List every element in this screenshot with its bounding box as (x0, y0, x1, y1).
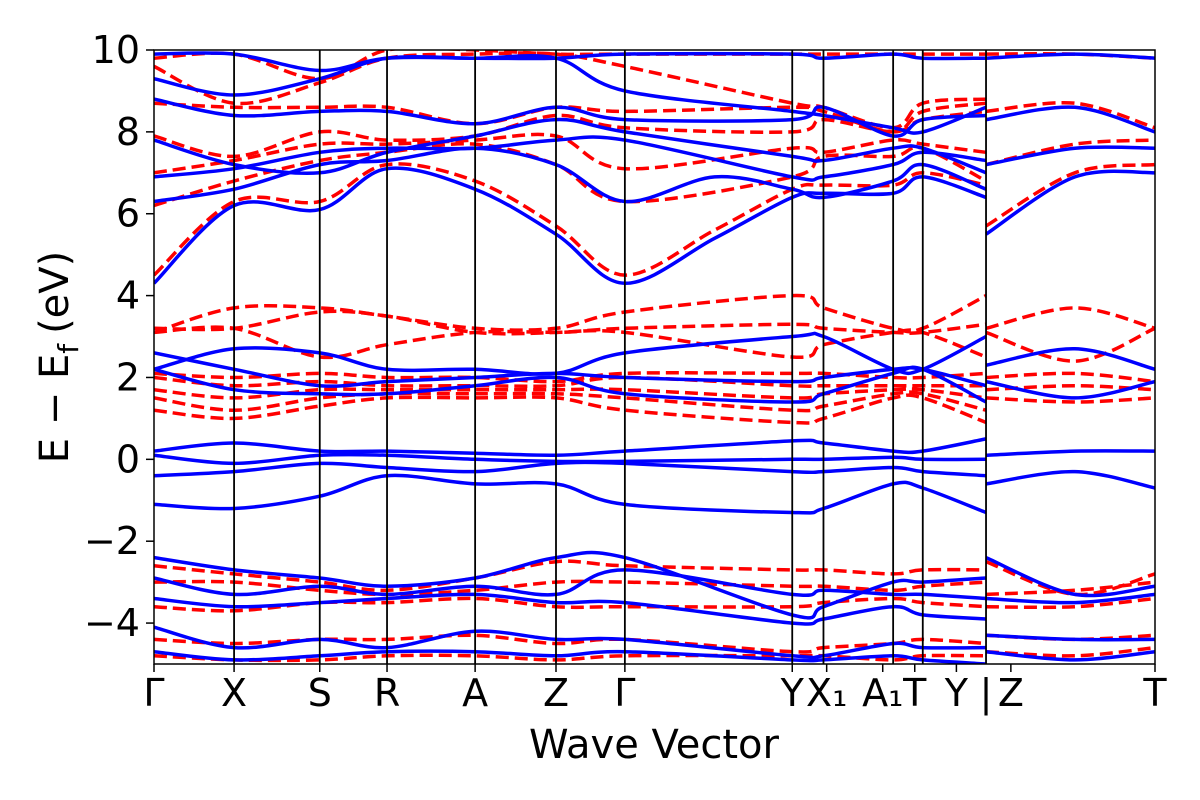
solid-band-14 (154, 550, 987, 620)
solid-band-23 (985, 347, 1155, 371)
solid-band-22 (985, 52, 1155, 60)
solid-band-9 (154, 331, 987, 376)
x-tick-label-9: A₁ (862, 671, 903, 715)
solid-band-25 (985, 449, 1155, 457)
solid-band-30 (985, 649, 1155, 662)
dashed-band-28 (985, 306, 1155, 331)
x-tick-label-0: Γ (143, 671, 164, 715)
solid-band-26 (985, 469, 1155, 490)
y-axis-label-subscript: f (52, 343, 85, 354)
y-tick-label-3: 2 (116, 355, 140, 399)
dashed-band-19 (154, 653, 987, 663)
solid-band-27 (985, 555, 1155, 598)
solid-band-28 (985, 592, 1155, 605)
x-tick-label-11: Y (944, 671, 969, 715)
solid-band-24 (985, 379, 1155, 400)
dashed-band-3 (154, 109, 987, 159)
x-tick-label-7: Y (780, 671, 805, 715)
x-tick-label-4: A (462, 671, 488, 715)
solid-band-17 (154, 625, 987, 660)
x-tick-label-6: Γ (614, 671, 635, 715)
y-axis-ticks: −4 −2 0 2 4 6 8 10 (84, 28, 154, 645)
solid-band-19 (985, 169, 1155, 236)
solid-band-4 (154, 97, 987, 138)
solid-band-20 (985, 145, 1155, 167)
x-axis-ticks: Γ X S R A Z Γ Y X₁ A₁ T Y | Z T (143, 664, 1167, 716)
dashed-band-2 (154, 132, 987, 175)
solid-band-29 (985, 633, 1155, 642)
solid-band-10 (154, 437, 987, 458)
dashed-band-30 (985, 580, 1155, 597)
dashed-band-27 (985, 326, 1155, 363)
x-tick-label-1: X (221, 671, 247, 715)
dashed-band-11 (154, 371, 987, 384)
x-tick-label-10: T (902, 671, 927, 715)
dashed-band-13 (154, 309, 987, 336)
y-tick-label-5: 6 (116, 192, 140, 236)
dashed-band-12 (154, 325, 987, 360)
dashed-band-10 (154, 375, 986, 389)
solid-band-15 (154, 568, 987, 601)
x-tick-label-14: T (1142, 671, 1167, 715)
dashed-band-25 (985, 383, 1155, 392)
x-tick-label-12: | (980, 671, 993, 716)
x-tick-label-8: X₁ (806, 671, 847, 715)
dashed-band-24 (985, 396, 1155, 404)
dashed-band-22 (985, 100, 1155, 130)
x-axis-label: Wave Vector (529, 722, 780, 768)
dashed-band-series (154, 50, 1155, 663)
y-tick-label-7: 10 (92, 28, 140, 72)
solid-band-12 (154, 460, 987, 478)
y-tick-label-0: −4 (84, 601, 140, 645)
dashed-band-0 (154, 162, 987, 277)
dashed-band-31 (985, 596, 1155, 610)
dashed-band-26 (985, 371, 1155, 384)
y-axis-label-unit: (eV) (32, 251, 78, 334)
x-tick-label-2: S (308, 671, 332, 715)
high-symmetry-lines (233, 50, 987, 664)
y-axis-label: E − Ef (eV) (32, 251, 85, 464)
y-tick-label-1: −2 (84, 519, 140, 563)
x-tick-label-5: Z (543, 671, 569, 715)
dashed-band-20 (985, 162, 1155, 228)
y-tick-label-2: 0 (116, 437, 140, 481)
plot-frame (153, 49, 1156, 665)
solid-band-13 (154, 473, 987, 515)
x-tick-label-13: Z (998, 671, 1024, 715)
dashed-band-14 (154, 293, 987, 335)
solid-band-series (154, 51, 1155, 664)
y-tick-label-6: 8 (116, 110, 140, 154)
solid-band-0 (154, 166, 987, 286)
solid-band-21 (985, 105, 1155, 134)
x-tick-label-3: R (374, 671, 400, 715)
y-axis-label-main: E − E (32, 354, 78, 464)
solid-band-1 (154, 146, 987, 204)
y-tick-label-4: 4 (116, 274, 140, 318)
